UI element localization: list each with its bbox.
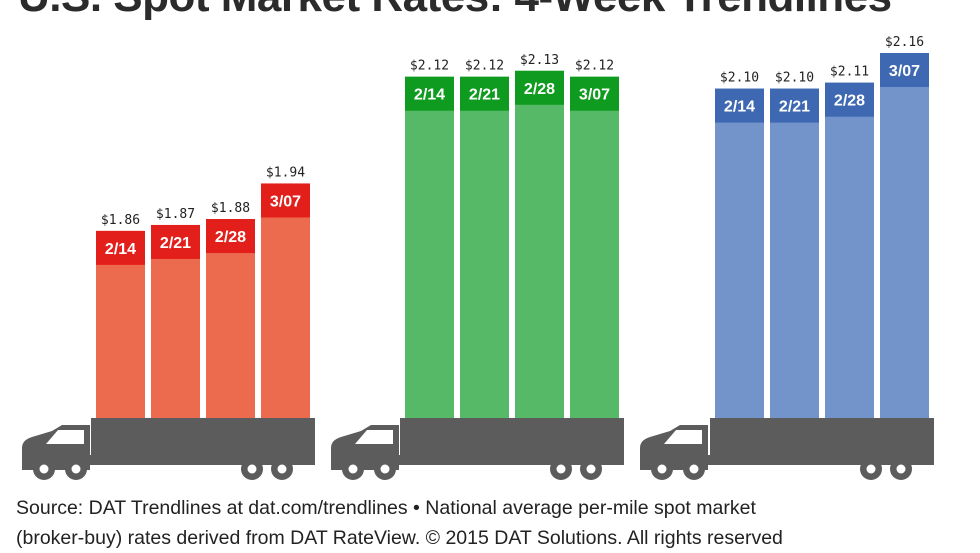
bar-value-label: $2.10 (775, 71, 814, 86)
chart-group-3: 2/14 $2.10 2/21 $2.10 2/28 $2.11 3/07 $2.16 (640, 35, 934, 480)
chassis (337, 455, 624, 465)
bar-cap (460, 76, 509, 111)
bar-cap (570, 76, 619, 111)
chart-group-2: 2/14 $2.12 2/21 $2.12 2/28 $2.13 3/07 $2.12 (331, 53, 624, 480)
wheel-hub (71, 464, 81, 474)
bar (460, 76, 509, 418)
bar-cap (96, 230, 145, 265)
cab-window (664, 430, 702, 444)
bar-date-label: 2/21 (779, 99, 810, 116)
cab-window (355, 430, 393, 444)
source-line-2: (broker-buy) rates derived from DAT Rate… (16, 527, 783, 549)
source-line-1: Source: DAT Trendlines at dat.com/trendl… (16, 497, 756, 519)
bar-value-label: $2.12 (575, 59, 614, 74)
bar-cap (770, 88, 819, 123)
trailer (710, 418, 934, 461)
chassis (28, 455, 315, 465)
bar-cap (151, 224, 200, 259)
bar-cap (715, 88, 764, 123)
wheel-hub (556, 464, 566, 474)
bar (880, 53, 929, 418)
chart-title: U.S. Spot Market Rates: 4-Week Trendline… (18, 0, 892, 22)
bar-date-label: 2/14 (105, 241, 136, 258)
bar (570, 76, 619, 418)
bar-date-label: 3/07 (889, 63, 920, 80)
wheel-hub (39, 464, 49, 474)
chart-area: 2/14$1.862/21$1.872/28$1.88 3/07$1.942/14… (22, 35, 934, 480)
source-note: Source: DAT Trendlines at dat.com/trendl… (16, 493, 966, 553)
chassis (646, 455, 934, 465)
bar-cap (825, 82, 874, 117)
trailer (400, 418, 624, 461)
bar-date-label: 3/07 (579, 87, 610, 104)
bar-value-label: $1.88 (211, 201, 250, 216)
bar-date-label: 2/28 (524, 81, 555, 98)
wheel-hub (896, 464, 906, 474)
bar-value-label: $1.86 (101, 213, 140, 228)
wheel-hub (657, 464, 667, 474)
wheel-hub (348, 464, 358, 474)
bar (405, 76, 454, 418)
bar-cap (206, 219, 255, 254)
bar-cap (405, 76, 454, 111)
bar-value-label: $2.12 (465, 59, 504, 74)
bar (515, 70, 564, 418)
bar-value-label: $2.11 (830, 65, 869, 80)
chart-group-1: 2/14 $1.86 2/21 $1.87 2/28 $1.88 3/07 $1.94 (22, 165, 315, 480)
wheel-hub (689, 464, 699, 474)
cab-window (46, 430, 84, 444)
bar-cap (261, 183, 310, 218)
wheel-hub (247, 464, 257, 474)
bar-cap (880, 53, 929, 87)
bar-value-label: $1.94 (266, 165, 305, 180)
wheel-hub (866, 464, 876, 474)
bar-value-label: $2.12 (410, 59, 449, 74)
bar-date-label: 2/28 (215, 229, 246, 246)
wheel-hub (277, 464, 287, 474)
bar (261, 183, 310, 418)
bar-date-label: 2/21 (469, 87, 500, 104)
bar-date-label: 2/28 (834, 93, 865, 110)
bar-value-label: $1.87 (156, 207, 195, 222)
bar-value-label: $2.13 (520, 53, 559, 68)
bar-date-label: 3/07 (270, 193, 301, 210)
bar (715, 88, 764, 418)
bar (825, 82, 874, 419)
bar-date-label: 2/21 (160, 235, 191, 252)
bar-value-label: $2.10 (720, 71, 759, 86)
bar-date-label: 2/14 (414, 87, 445, 104)
wheel-hub (380, 464, 390, 474)
bar-date-label: 2/14 (724, 99, 755, 116)
wheel-hub (586, 464, 596, 474)
bar-cap (515, 70, 564, 105)
bar-value-label: $2.16 (885, 35, 924, 50)
bar (770, 88, 819, 418)
trailer (91, 418, 315, 461)
